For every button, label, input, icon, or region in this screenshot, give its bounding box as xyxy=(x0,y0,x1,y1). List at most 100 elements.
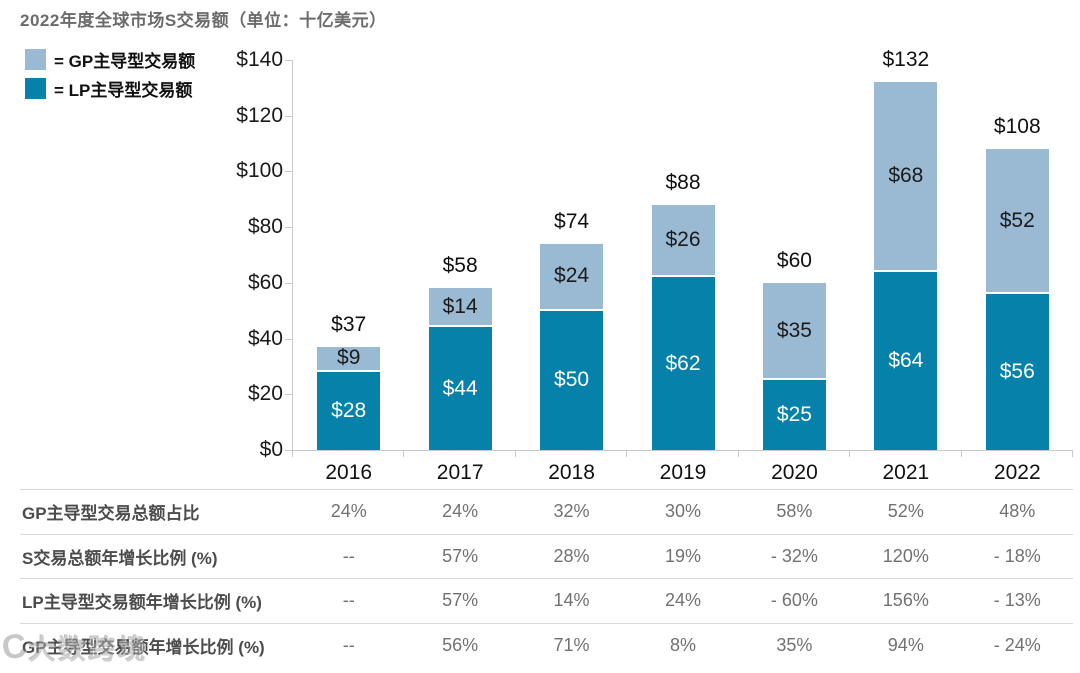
table-cell-value: - 60% xyxy=(770,590,818,611)
x-axis-tick xyxy=(292,450,293,457)
legend-label: = LP主导型交易额 xyxy=(54,81,193,100)
legend-swatch-icon xyxy=(25,49,46,70)
table-cell-value: 58% xyxy=(776,501,813,522)
table-cell-value: -- xyxy=(342,634,355,655)
bar-segment-value: $68 xyxy=(888,163,924,187)
bar-segment-value: $52 xyxy=(999,208,1035,232)
bar-segment-lp-2021: $64 xyxy=(874,271,938,450)
bar-segment-gp-2018: $24 xyxy=(540,243,604,309)
bar-total-label: $108 xyxy=(993,115,1041,139)
y-axis-tick-label: $100 xyxy=(236,159,283,183)
table-cell-value: 24% xyxy=(442,501,479,522)
table-cell-value: -- xyxy=(342,545,355,566)
y-axis-tick-label: $0 xyxy=(259,438,283,461)
bar-segment-value: $26 xyxy=(665,228,701,252)
x-axis-category-label: 2021 xyxy=(882,461,930,484)
table-row: S交易总额年增长比例 (%) -- 57% 28% 19% - 32% 120% - 18% xyxy=(20,533,1073,579)
bar-segment-value: $62 xyxy=(665,351,701,375)
bar-segment-gp-2019: $26 xyxy=(651,204,715,276)
x-axis-tick xyxy=(737,450,739,457)
x-axis-category-label: 2020 xyxy=(771,461,818,484)
bar-total-label: $74 xyxy=(554,209,590,233)
chart-legend: = GP主导型交易额 = LP主导型交易额 xyxy=(25,47,195,101)
x-axis-category-label: 2017 xyxy=(436,461,484,484)
bar-segment-value: $64 xyxy=(888,348,924,372)
bar-total-label: $88 xyxy=(665,170,701,194)
y-axis-tick-label: $120 xyxy=(236,103,283,127)
bar-segment-gp-2021: $68 xyxy=(874,82,938,270)
table-cell-value: - 24% xyxy=(993,634,1041,655)
y-axis-tick xyxy=(285,227,292,229)
y-axis-tick xyxy=(285,338,292,340)
table-cell-value: 57% xyxy=(442,590,479,611)
table-row: LP主导型交易额年增长比例 (%) -- 57% 14% 24% - 60% 156% - 1… xyxy=(20,578,1073,623)
legend-label: = GP主导型交易额 xyxy=(54,52,196,71)
table-cell-value: 48% xyxy=(999,501,1036,522)
table-row: GP主导型交易总额占比 24% 24% 32% 30% 58% 52% 48% xyxy=(20,489,1073,534)
table-cell-value: 35% xyxy=(776,634,813,655)
bar-total-label: $37 xyxy=(331,312,367,336)
bar-segment-gp-2022: $52 xyxy=(985,149,1049,292)
y-axis-tick xyxy=(285,394,292,396)
table-row: GP主导型交易额年增长比例 (%) -- 56% 71% 8% 35% 94% - 24% xyxy=(20,622,1073,668)
x-axis-line xyxy=(292,450,1073,451)
y-axis-tick-label: $60 xyxy=(247,270,283,294)
x-axis-tick xyxy=(1072,450,1073,457)
x-axis-category-label: 2016 xyxy=(325,461,373,484)
bar-total-label: $60 xyxy=(776,248,812,272)
bar-segment-value: $28 xyxy=(331,399,367,422)
table-row-label: LP主导型交易额年增长比例 (%) xyxy=(22,593,262,613)
y-axis-tick xyxy=(285,171,292,173)
table-cell-value: 8% xyxy=(669,634,696,655)
x-axis-category-label: 2022 xyxy=(993,461,1041,484)
bar-segment-value: $14 xyxy=(442,294,478,318)
table-row-label: S交易总额年增长比例 (%) xyxy=(22,548,218,568)
bar-segment-lp-2017: $44 xyxy=(428,327,492,450)
y-axis-line xyxy=(292,60,293,450)
bar-total-label: $132 xyxy=(882,48,930,72)
table-cell-value: 120% xyxy=(882,545,929,566)
bar-segment-value: $56 xyxy=(999,360,1035,383)
bar-segment-lp-2019: $62 xyxy=(651,277,715,450)
table-cell-value: 56% xyxy=(442,634,479,655)
stats-table: GP主导型交易总额占比 24% 24% 32% 30% 58% 52% 48% S交易总额年增长… xyxy=(20,489,1073,667)
table-cell-value: 71% xyxy=(553,634,590,655)
y-axis-tick-label: $20 xyxy=(247,382,283,406)
table-row-label: GP主导型交易总额占比 xyxy=(22,504,200,524)
y-axis-tick-label: $80 xyxy=(247,215,283,239)
bar-segment-lp-2018: $50 xyxy=(540,310,604,450)
x-axis-tick xyxy=(403,450,405,457)
table-cell-value: 156% xyxy=(882,590,929,611)
x-axis-category-label: 2018 xyxy=(548,461,595,484)
table-cell-value: 28% xyxy=(553,545,590,566)
table-cell-value: 24% xyxy=(664,590,701,611)
page-title: 2022年度全球市场S交易额（单位：十亿美元） xyxy=(20,11,387,30)
y-axis-tick xyxy=(285,115,292,117)
bar-segment-lp-2020: $25 xyxy=(762,380,826,450)
bar-total-label: $58 xyxy=(442,254,478,278)
table-cell-value: 52% xyxy=(887,501,924,522)
bar-segment-value: $50 xyxy=(554,368,590,392)
table-cell-value: -- xyxy=(342,590,355,611)
x-axis-tick xyxy=(849,450,851,457)
bar-segment-value: $44 xyxy=(442,376,478,400)
y-axis-tick xyxy=(285,282,292,284)
y-axis-tick-label: $40 xyxy=(247,326,283,350)
y-axis-tick-label: $140 xyxy=(236,48,283,71)
x-axis-tick xyxy=(626,450,628,457)
bar-segment-gp-2020: $35 xyxy=(762,282,826,379)
bar-segment-gp-2016: $9 xyxy=(317,346,381,370)
table-cell-value: 57% xyxy=(442,545,479,566)
table-cell-value: 94% xyxy=(887,634,924,655)
bar-segment-value: $24 xyxy=(554,264,590,288)
table-cell-value: 19% xyxy=(664,545,701,566)
legend-item: = LP主导型交易额 xyxy=(25,76,195,101)
x-axis-category-label: 2019 xyxy=(659,461,707,484)
table-cell-value: - 18% xyxy=(993,545,1041,566)
x-axis-tick xyxy=(960,450,962,457)
table-row-label: GP主导型交易额年增长比例 (%) xyxy=(22,637,265,657)
bar-segment-value: $9 xyxy=(337,346,361,370)
bar-segment-value: $25 xyxy=(776,403,812,427)
table-cell-value: - 13% xyxy=(993,590,1041,611)
